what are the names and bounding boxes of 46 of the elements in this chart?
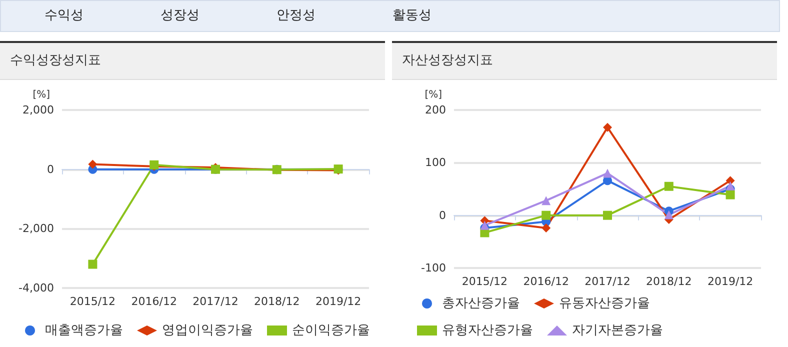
y-tick-label: -100 [421, 262, 446, 274]
y-tick-label: 2,000 [22, 104, 54, 116]
x-tick-label: 2015/12 [462, 275, 508, 288]
y-tick-label: 0 [439, 208, 446, 222]
point [542, 196, 551, 206]
point [726, 181, 735, 190]
point [603, 122, 612, 132]
y-axis-title: [%] [32, 90, 50, 100]
x-tick-label: 2017/12 [192, 295, 238, 308]
legend-label: 유동자산증가율 [559, 296, 650, 311]
y-tick-label: -4,000 [18, 282, 54, 294]
y-tick-label: 0 [47, 162, 54, 176]
legend-label: 매출액증가율 [45, 323, 123, 338]
point [542, 223, 551, 232]
legend-label: 순이익증가율 [292, 323, 370, 338]
point [664, 182, 674, 191]
legend-label: 자기자본증가율 [572, 323, 663, 338]
y-tick-label: 100 [425, 156, 446, 170]
point [664, 210, 674, 220]
x-tick-label: 2018/12 [254, 295, 300, 308]
y-tick-label: 200 [425, 104, 446, 116]
chart-title: 수익성장성지표 [0, 41, 385, 80]
legend-label: 영업이익증가율 [162, 323, 253, 338]
point [88, 160, 98, 169]
text: 성장성 [160, 7, 200, 25]
y-axis-title: [%] [424, 90, 442, 100]
x-tick-label: 2016/12 [131, 295, 177, 308]
chart-title: 자산성장성지표 [392, 41, 777, 80]
x-tick-label: 2018/12 [646, 275, 692, 288]
x-tick-label: 2016/12 [523, 275, 569, 288]
point [603, 210, 612, 220]
x-tick-label: 2019/12 [707, 275, 754, 288]
point [603, 168, 612, 178]
text: 안정성 [276, 7, 316, 25]
x-tick-label: 2019/12 [315, 295, 362, 308]
legend-label: 유형자산증가율 [442, 323, 533, 338]
text: 활동성 [392, 7, 432, 25]
text: 수익성 [44, 7, 84, 25]
point [726, 190, 735, 200]
point [88, 260, 98, 269]
legend-label: 총자산증가율 [442, 296, 520, 311]
point [542, 210, 551, 220]
y-tick-label: -2,000 [18, 222, 54, 236]
point [480, 220, 490, 230]
x-tick-label: 2017/12 [584, 275, 630, 288]
x-tick-label: 2015/12 [70, 295, 116, 308]
